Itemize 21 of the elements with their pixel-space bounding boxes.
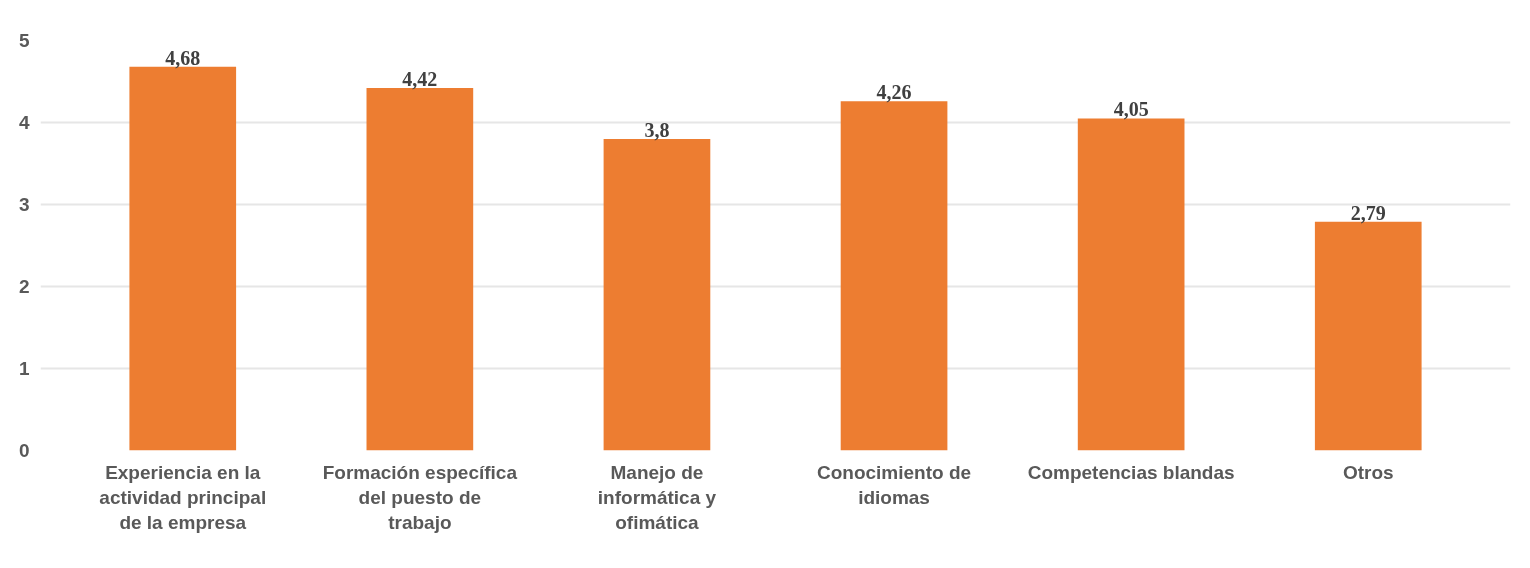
bar (366, 88, 474, 451)
y-tick-label: 1 (18, 358, 30, 379)
x-tick-label: Manejo de informática y ofimática (597, 461, 717, 533)
x-tick-label: Otros (1342, 461, 1394, 483)
data-label: 4,68 (165, 46, 201, 69)
bar (840, 101, 948, 451)
y-tick-label: 0 (18, 440, 30, 461)
data-label: 2,79 (1350, 201, 1386, 224)
data-label: 3,8 (644, 118, 670, 141)
y-tick-label: 2 (18, 276, 30, 297)
y-tick-label: 4 (18, 112, 30, 133)
y-tick-label: 3 (18, 194, 30, 215)
data-label: 4,42 (402, 68, 438, 91)
x-tick-label: Experiencia en la actividad principal de la empresa (99, 461, 267, 533)
data-label: 4,05 (1113, 98, 1149, 121)
y-tick-label: 5 (18, 30, 30, 51)
bar (1077, 118, 1185, 451)
data-label: 4,26 (876, 81, 912, 104)
x-tick-label: Formación específica del puesto de trabajo (322, 461, 518, 533)
x-tick-label: Competencias blandas (1027, 461, 1235, 483)
x-tick-label: Conocimiento de idiomas (816, 461, 972, 508)
